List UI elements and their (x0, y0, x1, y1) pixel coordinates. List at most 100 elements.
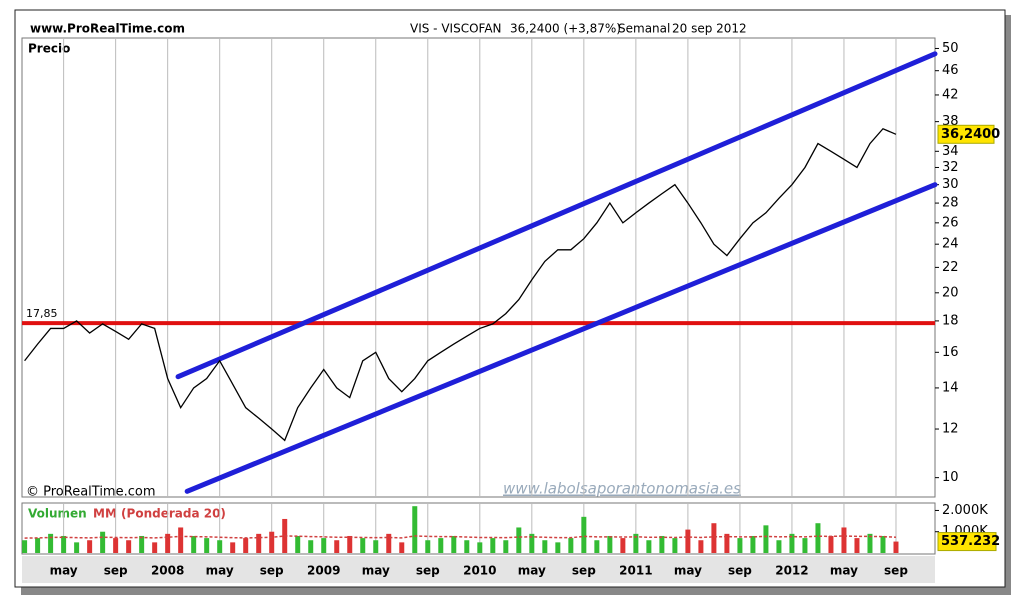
header-price: 36,2400 (+3,87%) (510, 22, 621, 36)
volume-bar (308, 540, 314, 553)
y-tick-label: 28 (942, 196, 959, 211)
volume-bar (113, 538, 119, 553)
x-tick-label: may (206, 564, 234, 578)
x-tick-label: 2012 (775, 564, 808, 578)
price-title: Precio (28, 42, 70, 56)
y-tick-label: 26 (942, 215, 959, 230)
y-tick-label: 24 (942, 237, 959, 252)
y-tick-label: 18 (942, 313, 959, 328)
y-tick-label: 2.000K (942, 503, 988, 518)
volume-bar (490, 538, 496, 553)
x-tick-label: may (518, 564, 546, 578)
volume-bar (711, 523, 717, 553)
volume-bar (230, 542, 236, 553)
y-tick-label: 46 (942, 63, 959, 78)
volume-bar (178, 527, 184, 553)
volume-bar (347, 535, 353, 553)
last-value-box (937, 124, 995, 144)
volume-bar (737, 538, 743, 553)
volume-bar (256, 533, 262, 553)
volume-bar (880, 535, 886, 553)
volume-bar (620, 538, 626, 553)
volume-bar (594, 540, 600, 553)
volume-bar (893, 541, 899, 553)
y-tick-label: 12 (942, 422, 959, 437)
volume-bar (191, 535, 197, 553)
x-tick-label: may (830, 564, 858, 578)
volume-bar (243, 538, 249, 553)
volume-bar (360, 538, 366, 553)
volume-bar (295, 535, 301, 553)
x-tick-label: 2008 (151, 564, 184, 578)
volume-bar (815, 523, 821, 553)
x-tick-label: sep (260, 564, 284, 578)
volume-bar (87, 540, 93, 553)
volume-bar (412, 506, 418, 553)
volume-bar (334, 540, 340, 553)
volume-bar (503, 540, 509, 553)
channel-line (175, 51, 938, 380)
volume-bar (217, 540, 223, 553)
y-tick-label: 16 (942, 345, 959, 360)
watermark: www.labolsaporantonomasia.es (503, 480, 741, 498)
y-tick-label: 14 (942, 380, 959, 395)
volume-bar (646, 540, 652, 553)
volume-bar (581, 516, 587, 553)
price-line (24, 127, 897, 442)
y-tick-label: 10 (942, 470, 959, 485)
volume-bar (633, 533, 639, 553)
site: www.ProRealTime.com (30, 22, 185, 36)
volume-bar (659, 535, 665, 553)
volume-bar (776, 540, 782, 553)
volume-bar (828, 535, 834, 553)
y-tick-label: 20 (942, 285, 959, 300)
y-tick-label: 32 (942, 160, 959, 175)
reference-label: 17,85 (26, 307, 58, 320)
volume-bar (139, 535, 145, 553)
volume-bar (399, 542, 405, 553)
x-tick-label: sep (416, 564, 440, 578)
x-tick-label: sep (884, 564, 908, 578)
x-tick-label: 2009 (307, 564, 340, 578)
y-tick-label: 42 (942, 87, 959, 102)
volume-bar (74, 542, 80, 553)
x-tick-label: may (362, 564, 390, 578)
volume-bar (763, 525, 769, 553)
x-tick-label: may (50, 564, 78, 578)
y-tick-label: 22 (942, 260, 959, 275)
volume-bar (672, 538, 678, 553)
x-tick-label: sep (572, 564, 596, 578)
volume-bar (789, 533, 795, 553)
x-tick-label: may (674, 564, 702, 578)
header-date: 20 sep 2012 (672, 22, 747, 36)
volume-bar (269, 531, 275, 553)
x-tick-label: sep (104, 564, 128, 578)
x-tick-label: 2011 (619, 564, 652, 578)
volume-bar (321, 538, 327, 553)
channel-line (184, 182, 938, 494)
volume-bar (555, 542, 561, 553)
x-axis-strip (22, 556, 935, 583)
last-value-box (937, 532, 997, 552)
volume-bar (386, 533, 392, 553)
price-panel (21, 37, 936, 498)
volume-title: Volumen (28, 507, 87, 521)
volume-bar (61, 535, 67, 553)
header-period: Semanal (618, 22, 670, 36)
x-tick-label: 2010 (463, 564, 496, 578)
volume-bar (126, 540, 132, 553)
last-value-label: 537.232 (941, 534, 1000, 549)
volume-bar (438, 538, 444, 553)
header-title: VIS - VISCOFAN (410, 22, 502, 36)
volume-bar (35, 538, 41, 553)
last-value-label: 36,2400 (941, 127, 1000, 142)
volume-bar (750, 535, 756, 553)
copyright: © ProRealTime.com (26, 485, 156, 500)
volume-bar (698, 540, 704, 553)
volume-bar (607, 535, 613, 553)
volume-bar (165, 533, 171, 553)
volume-bar (542, 540, 548, 553)
y-tick-label: 50 (942, 41, 959, 56)
volume-bar (204, 538, 210, 553)
